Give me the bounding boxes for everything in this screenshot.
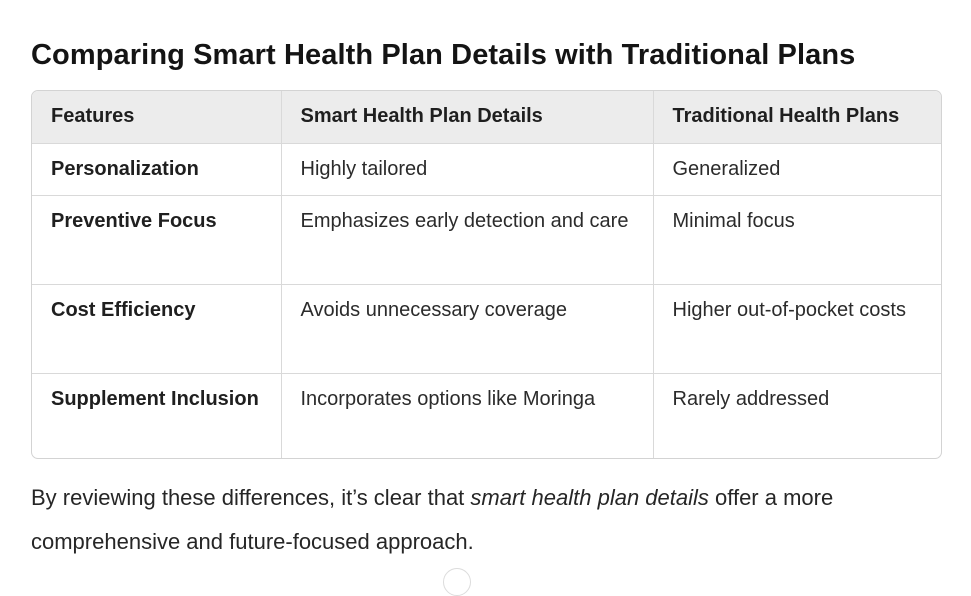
summary-emphasis: smart health plan details — [470, 485, 709, 510]
summary-text-after: offer a more comprehensive and future-fo… — [31, 485, 834, 554]
header-smart-health-plan: Smart Health Plan Details — [280, 91, 654, 144]
header-traditional-health-plans: Traditional Health Plans — [652, 91, 941, 144]
traditional-plan-cell: Generalized — [652, 142, 941, 196]
table-row: Supplement Inclusion Incorporates option… — [32, 372, 941, 458]
header-features: Features — [32, 91, 282, 144]
section-heading: Comparing Smart Health Plan Details with… — [31, 39, 856, 71]
feature-cell: Preventive Focus — [32, 194, 282, 285]
traditional-plan-cell: Higher out-of-pocket costs — [652, 283, 941, 374]
scroll-down-button[interactable] — [443, 568, 471, 596]
smart-plan-cell: Emphasizes early detection and care — [280, 194, 654, 285]
traditional-plan-cell: Minimal focus — [652, 194, 941, 285]
summary-text-before: By reviewing these differences, it’s cle… — [31, 485, 471, 510]
table-header-row: Features Smart Health Plan Details Tradi… — [32, 91, 941, 144]
table-row: Cost Efficiency Avoids unnecessary cover… — [32, 283, 941, 374]
table-row: Preventive Focus Emphasizes early detect… — [32, 194, 941, 285]
feature-cell: Cost Efficiency — [32, 283, 282, 374]
table-row: Personalization Highly tailored Generali… — [32, 142, 941, 196]
summary-paragraph: By reviewing these differences, it’s cle… — [31, 476, 946, 564]
feature-cell: Personalization — [32, 142, 282, 196]
smart-plan-cell: Incorporates options like Moringa — [280, 372, 654, 458]
traditional-plan-cell: Rarely addressed — [652, 372, 941, 458]
smart-plan-cell: Avoids unnecessary coverage — [280, 283, 654, 374]
comparison-table: Features Smart Health Plan Details Tradi… — [31, 90, 942, 459]
feature-cell: Supplement Inclusion — [32, 372, 282, 458]
smart-plan-cell: Highly tailored — [280, 142, 654, 196]
